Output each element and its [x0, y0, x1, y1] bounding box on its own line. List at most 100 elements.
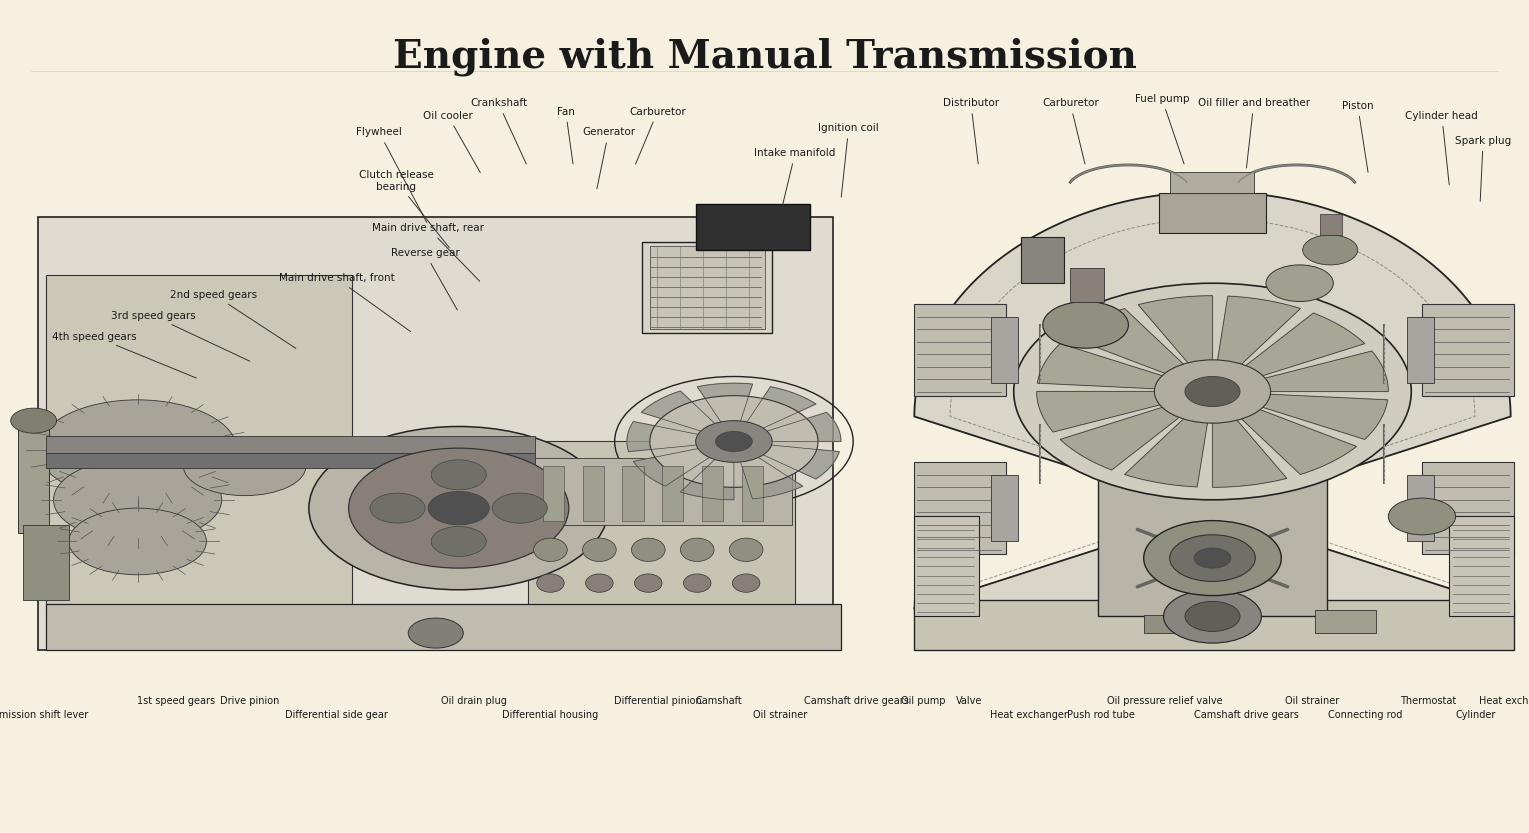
Bar: [991, 317, 1018, 383]
Text: Push rod tube: Push rod tube: [1067, 710, 1135, 720]
Text: Differential housing: Differential housing: [503, 710, 598, 720]
Ellipse shape: [583, 538, 616, 561]
Polygon shape: [1138, 296, 1212, 365]
Circle shape: [1170, 535, 1255, 581]
Circle shape: [1185, 601, 1240, 631]
Polygon shape: [697, 383, 752, 422]
Text: Transmission shift lever: Transmission shift lever: [0, 710, 89, 720]
Bar: [543, 466, 564, 521]
Circle shape: [428, 491, 489, 525]
Text: Fan: Fan: [557, 107, 575, 164]
Text: Carburetor: Carburetor: [1041, 98, 1099, 164]
Bar: [46, 436, 535, 454]
Text: Connecting rod: Connecting rod: [1329, 710, 1402, 720]
Text: Reverse gear: Reverse gear: [391, 248, 459, 310]
Bar: [1159, 193, 1266, 233]
Ellipse shape: [586, 574, 613, 592]
Text: Differential side gear: Differential side gear: [284, 710, 388, 720]
Text: Cylinder: Cylinder: [1456, 710, 1495, 720]
Circle shape: [408, 618, 463, 648]
Text: Drive pinion: Drive pinion: [220, 696, 278, 706]
Polygon shape: [641, 391, 716, 431]
Polygon shape: [1037, 343, 1167, 389]
Polygon shape: [914, 192, 1511, 608]
Bar: [583, 466, 604, 521]
Polygon shape: [1037, 392, 1164, 432]
Ellipse shape: [537, 574, 564, 592]
Bar: [528, 441, 795, 608]
Circle shape: [696, 421, 772, 462]
Circle shape: [1388, 498, 1456, 535]
Text: Oil pump: Oil pump: [901, 696, 946, 706]
Polygon shape: [680, 460, 734, 500]
Text: Distributor: Distributor: [943, 98, 998, 164]
Text: Piston: Piston: [1342, 101, 1373, 172]
Text: Generator: Generator: [583, 127, 635, 189]
Bar: [1407, 475, 1434, 541]
Bar: [991, 475, 1018, 541]
Text: Camshaft drive gears: Camshaft drive gears: [1194, 710, 1298, 720]
Polygon shape: [748, 387, 816, 428]
Bar: [46, 453, 535, 468]
Ellipse shape: [729, 538, 763, 561]
Circle shape: [716, 431, 752, 451]
Circle shape: [492, 493, 547, 523]
Bar: [1170, 172, 1254, 193]
Text: Main drive shaft, rear: Main drive shaft, rear: [372, 223, 485, 282]
Ellipse shape: [54, 458, 222, 541]
Ellipse shape: [183, 437, 306, 496]
Text: Engine with Manual Transmission: Engine with Manual Transmission: [393, 37, 1136, 76]
Text: Flywheel: Flywheel: [356, 127, 427, 222]
Bar: [46, 275, 352, 608]
Polygon shape: [633, 449, 709, 486]
Ellipse shape: [635, 574, 662, 592]
Bar: [1422, 304, 1514, 396]
Text: Oil filler and breather: Oil filler and breather: [1197, 98, 1310, 168]
Ellipse shape: [683, 574, 711, 592]
Bar: [1449, 516, 1514, 616]
Ellipse shape: [38, 400, 237, 500]
Circle shape: [1043, 302, 1128, 348]
Text: Oil pressure relief valve: Oil pressure relief valve: [1107, 696, 1223, 706]
Polygon shape: [763, 445, 839, 479]
Text: Crankshaft: Crankshaft: [469, 98, 528, 164]
Circle shape: [431, 460, 486, 490]
Polygon shape: [768, 412, 841, 441]
Polygon shape: [740, 457, 803, 499]
Text: 1st speed gears: 1st speed gears: [136, 696, 216, 706]
Text: Heat exchanger: Heat exchanger: [1480, 696, 1529, 706]
Bar: [1144, 615, 1190, 633]
Bar: [1407, 317, 1434, 383]
Text: Camshaft drive gears: Camshaft drive gears: [804, 696, 908, 706]
Text: Camshaft: Camshaft: [696, 696, 742, 706]
Polygon shape: [1069, 308, 1187, 375]
Circle shape: [1303, 235, 1358, 265]
Bar: [1070, 268, 1104, 302]
Bar: [914, 304, 1006, 396]
Text: Cylinder head: Cylinder head: [1405, 111, 1479, 185]
Text: Heat exchanger: Heat exchanger: [991, 710, 1067, 720]
Text: Oil cooler: Oil cooler: [424, 111, 480, 172]
Circle shape: [431, 526, 486, 556]
Polygon shape: [1258, 394, 1388, 440]
Text: Main drive shaft, front: Main drive shaft, front: [278, 273, 411, 332]
Circle shape: [370, 493, 425, 523]
Text: Oil drain plug: Oil drain plug: [440, 696, 508, 706]
Circle shape: [650, 396, 818, 487]
Polygon shape: [1217, 296, 1301, 367]
Circle shape: [1144, 521, 1281, 596]
Bar: [702, 466, 723, 521]
Polygon shape: [1125, 416, 1208, 487]
Bar: [742, 466, 763, 521]
Text: Spark plug: Spark plug: [1456, 136, 1511, 202]
Bar: [622, 466, 644, 521]
Bar: [1021, 237, 1064, 283]
Polygon shape: [1212, 418, 1287, 487]
Circle shape: [1185, 377, 1240, 407]
Polygon shape: [1060, 406, 1182, 470]
Text: Valve: Valve: [956, 696, 983, 706]
Polygon shape: [1243, 313, 1365, 377]
Circle shape: [1194, 548, 1231, 568]
Ellipse shape: [680, 538, 714, 561]
Bar: [642, 242, 772, 333]
